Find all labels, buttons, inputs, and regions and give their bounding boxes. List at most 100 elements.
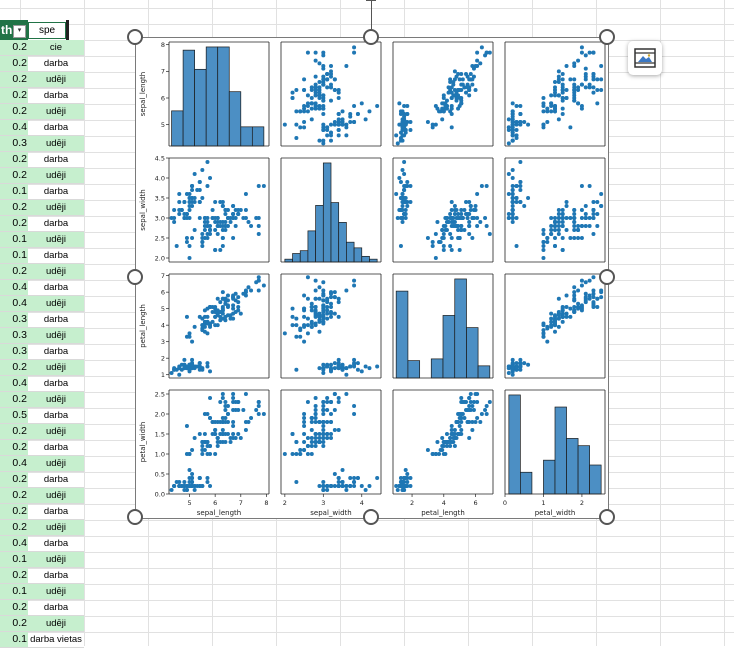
resize-handle-left[interactable]	[127, 269, 143, 285]
cell-species-value[interactable]: udēji	[28, 136, 84, 152]
cell-species-value[interactable]: udēji	[28, 584, 84, 600]
cell-width-value[interactable]: 0.4	[0, 280, 28, 296]
cell-width-value[interactable]: 0.4	[0, 536, 28, 552]
cell-width-value[interactable]: 0.1	[0, 232, 28, 248]
cell-species-value[interactable]: udēji	[28, 552, 84, 568]
cell-width-value[interactable]: 0.1	[0, 584, 28, 600]
cell-species-value[interactable]: udēji	[28, 424, 84, 440]
cell-width-value[interactable]: 0.3	[0, 344, 28, 360]
cell-width-value[interactable]: 0.1	[0, 184, 28, 200]
point-petal_length-petal_width-133	[560, 305, 565, 310]
cell-width-value[interactable]: 0.4	[0, 456, 28, 472]
cell-species-value[interactable]: udēji	[28, 360, 84, 376]
resize-handle-bottom-right[interactable]	[599, 509, 615, 525]
resize-handle-right[interactable]	[599, 269, 615, 285]
resize-handle-bottom-left[interactable]	[127, 509, 143, 525]
cell-species-value[interactable]: udēji	[28, 616, 84, 632]
cell-width-value[interactable]: 0.2	[0, 216, 28, 232]
point-petal_width-sepal_width-44	[352, 476, 357, 480]
cell-species-value[interactable]: darba	[28, 88, 84, 104]
cell-width-value[interactable]: 0.2	[0, 56, 28, 72]
cell-width-value[interactable]: 0.2	[0, 72, 28, 88]
cell-width-value[interactable]: 0.5	[0, 408, 28, 424]
cell-species-value[interactable]: cie	[28, 40, 84, 56]
cell-width-value[interactable]: 0.2	[0, 168, 28, 184]
cell-species-value[interactable]: udēji	[28, 392, 84, 408]
point-sepal_length-sepal_width-33	[367, 109, 372, 114]
resize-handle-top-left[interactable]	[127, 29, 143, 45]
cell-species-value[interactable]: darba	[28, 440, 84, 456]
point-sepal_width-sepal_length-96	[205, 220, 210, 224]
cell-species-value[interactable]: darba	[28, 248, 84, 264]
point-petal_width-sepal_width-130	[313, 416, 318, 420]
cell-width-value[interactable]: 0.2	[0, 568, 28, 584]
cell-species-value[interactable]: darba	[28, 344, 84, 360]
cell-width-value[interactable]: 0.2	[0, 200, 28, 216]
cell-width-value[interactable]: 0.2	[0, 88, 28, 104]
point-petal_width-sepal_length-52	[236, 432, 241, 436]
cell-species-value[interactable]: darba	[28, 120, 84, 136]
cell-width-value[interactable]: 0.3	[0, 136, 28, 152]
cell-width-value[interactable]: 0.2	[0, 520, 28, 536]
cell-width-value[interactable]: 0.3	[0, 312, 28, 328]
cell-width-value[interactable]: 0.2	[0, 360, 28, 376]
cell-species-value[interactable]: udēji	[28, 520, 84, 536]
point-petal_length-sepal_length-148	[218, 300, 223, 305]
cell-species-value[interactable]: darba	[28, 600, 84, 616]
cell-width-value[interactable]: 0.3	[0, 328, 28, 344]
point-sepal_width-petal_width-37	[506, 192, 511, 196]
cell-species-value[interactable]: udēji	[28, 232, 84, 248]
pairplot-image[interactable]: 5 6 7 8 sepal_length 2.0 2.5 3.0 3.5 4.0 4.5 sepal_…	[135, 37, 609, 519]
rotation-handle[interactable]	[366, 0, 376, 1]
point-sepal_width-petal_width-107	[572, 220, 577, 224]
point-sepal_length-sepal_width-84	[321, 112, 326, 116]
cell-species-value[interactable]: udēji	[28, 168, 84, 184]
cell-species-value[interactable]: darba	[28, 56, 84, 72]
cell-width-value[interactable]: 0.2	[0, 472, 28, 488]
cell-species-value[interactable]: udēji	[28, 456, 84, 472]
cell-species-value[interactable]: darba	[28, 312, 84, 328]
cell-width-value[interactable]: 0.2	[0, 40, 28, 56]
cell-width-value[interactable]: 0.4	[0, 296, 28, 312]
resize-handle-bottom[interactable]	[363, 509, 379, 525]
column-header-species[interactable]: spe	[28, 22, 66, 39]
cell-species-value[interactable]: udēji	[28, 264, 84, 280]
cell-width-value[interactable]: 0.2	[0, 264, 28, 280]
cell-width-value[interactable]: 0.2	[0, 104, 28, 120]
cell-width-value[interactable]: 0.2	[0, 440, 28, 456]
picture-format-button[interactable]	[628, 41, 662, 75]
point-petal_length-sepal_length-129	[243, 293, 248, 298]
resize-handle-top[interactable]	[363, 29, 379, 45]
cell-width-value[interactable]: 0.2	[0, 600, 28, 616]
cell-species-value[interactable]: darba	[28, 152, 84, 168]
cell-species-value[interactable]: darba	[28, 568, 84, 584]
resize-handle-top-right[interactable]	[599, 29, 615, 45]
cell-width-value[interactable]: 0.2	[0, 504, 28, 520]
cell-species-value[interactable]: darba	[28, 408, 84, 424]
cell-width-value[interactable]: 0.4	[0, 376, 28, 392]
cell-species-value[interactable]: udēji	[28, 328, 84, 344]
cell-species-value[interactable]: darba	[28, 536, 84, 552]
cell-width-value[interactable]: 0.2	[0, 488, 28, 504]
cell-species-value[interactable]: darba	[28, 216, 84, 232]
cell-width-value[interactable]: 0.1	[0, 552, 28, 568]
cell-species-value[interactable]: udēji	[28, 296, 84, 312]
cell-species-value[interactable]: darba	[28, 504, 84, 520]
cell-width-value[interactable]: 0.2	[0, 616, 28, 632]
cell-species-value[interactable]: udēji	[28, 200, 84, 216]
cell-species-value[interactable]: udēji	[28, 488, 84, 504]
point-petal_length-sepal_length-45	[182, 366, 187, 371]
cell-species-value[interactable]: darba	[28, 184, 84, 200]
cell-species-value[interactable]: udēji	[28, 104, 84, 120]
cell-species-value[interactable]: darba	[28, 472, 84, 488]
cell-species-value[interactable]: darba	[28, 376, 84, 392]
cell-width-value[interactable]: 0.2	[0, 392, 28, 408]
cell-species-value[interactable]: darba	[28, 280, 84, 296]
cell-species-value[interactable]: udēji	[28, 72, 84, 88]
cell-width-value[interactable]: 0.2	[0, 152, 28, 168]
filter-dropdown-icon[interactable]: ▾	[13, 25, 26, 38]
point-petal_length-petal_width-84	[560, 314, 565, 319]
cell-width-value[interactable]: 0.2	[0, 424, 28, 440]
cell-width-value[interactable]: 0.4	[0, 120, 28, 136]
cell-width-value[interactable]: 0.1	[0, 248, 28, 264]
